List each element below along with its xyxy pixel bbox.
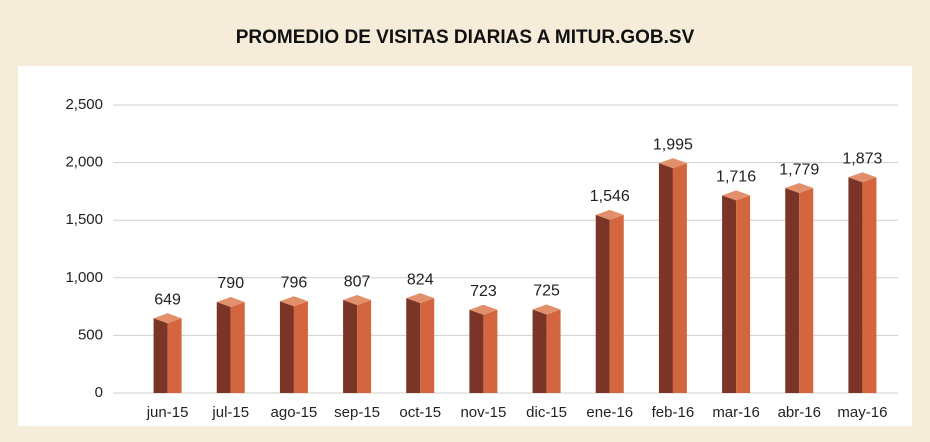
bar: [848, 172, 877, 393]
x-tick-label: dic-15: [526, 404, 567, 421]
value-label: 796: [281, 275, 308, 292]
x-tick-label: ago-15: [271, 404, 318, 421]
bar-front: [785, 188, 800, 393]
bar-top: [532, 304, 561, 315]
value-label: 824: [407, 271, 434, 288]
bar: [785, 183, 814, 393]
bar-top: [469, 304, 498, 315]
y-tick-label: 0: [95, 384, 103, 401]
value-label: 1,995: [653, 136, 693, 153]
chart-title: PROMEDIO DE VISITAS DIARIAS A MITUR.GOB.…: [236, 27, 695, 48]
bar-front: [658, 163, 673, 393]
x-tick-label: jun-15: [146, 404, 189, 421]
value-label: 807: [344, 273, 371, 290]
bar-front: [216, 301, 231, 393]
y-tick-label: 1,500: [65, 211, 103, 228]
bar-front: [595, 214, 610, 393]
bar: [343, 295, 372, 393]
x-tick-label: nov-15: [460, 404, 506, 421]
bar-side: [293, 301, 308, 393]
bar: [722, 190, 751, 393]
bar: [595, 209, 624, 393]
bar-top: [785, 183, 814, 194]
bar-side: [736, 195, 751, 393]
value-label: 725: [533, 283, 560, 300]
x-tick-label: ene-16: [586, 404, 633, 421]
bar-front: [406, 298, 421, 393]
x-tick-label: may-16: [837, 404, 887, 421]
bar-front: [469, 309, 484, 393]
bar-top: [406, 293, 435, 304]
bar-side: [799, 188, 814, 393]
bar: [532, 304, 561, 393]
bar-top: [722, 190, 751, 201]
y-tick-label: 1,000: [65, 269, 103, 286]
bar-side: [420, 298, 435, 393]
bar-side: [862, 177, 877, 393]
bar-side: [672, 163, 687, 393]
bar: [658, 158, 687, 393]
bar: [153, 313, 182, 393]
bar-top: [279, 296, 308, 307]
value-label: 1,873: [842, 150, 882, 167]
y-tick-label: 2,000: [65, 154, 103, 171]
bar-front: [722, 195, 737, 393]
value-label: 1,779: [779, 161, 819, 178]
bar-side: [546, 309, 561, 393]
bar-front: [848, 177, 863, 393]
y-tick-label: 2,500: [65, 96, 103, 113]
bar-top: [658, 158, 687, 169]
x-tick-label: sep-15: [334, 404, 380, 421]
value-label: 723: [470, 283, 497, 300]
value-label: 790: [217, 275, 244, 292]
value-label: 649: [154, 291, 181, 308]
bar: [406, 293, 435, 393]
x-tick-label: oct-15: [399, 404, 441, 421]
x-tick-label: mar-16: [712, 404, 760, 421]
plot-panel: [18, 66, 912, 426]
bar-side: [609, 214, 624, 393]
value-label: 1,716: [716, 169, 756, 186]
y-tick-label: 500: [78, 326, 103, 343]
bar-front: [279, 301, 294, 393]
bar: [279, 296, 308, 393]
x-tick-label: abr-16: [778, 404, 821, 421]
bar-top: [595, 209, 624, 220]
bar-top: [216, 296, 245, 307]
value-label: 1,546: [590, 188, 630, 205]
bar-front: [532, 309, 547, 393]
bar-side: [230, 301, 245, 393]
bar-front: [153, 318, 168, 393]
bar-side: [167, 318, 182, 393]
bar: [216, 296, 245, 393]
bar-top: [153, 313, 182, 324]
bar: [469, 304, 498, 393]
bar-top: [848, 172, 877, 183]
bar-top: [343, 295, 372, 306]
bar-front: [343, 300, 358, 393]
bar-side: [357, 300, 372, 393]
x-tick-label: jul-15: [211, 404, 249, 421]
bar-side: [483, 309, 498, 393]
x-tick-label: feb-16: [652, 404, 695, 421]
